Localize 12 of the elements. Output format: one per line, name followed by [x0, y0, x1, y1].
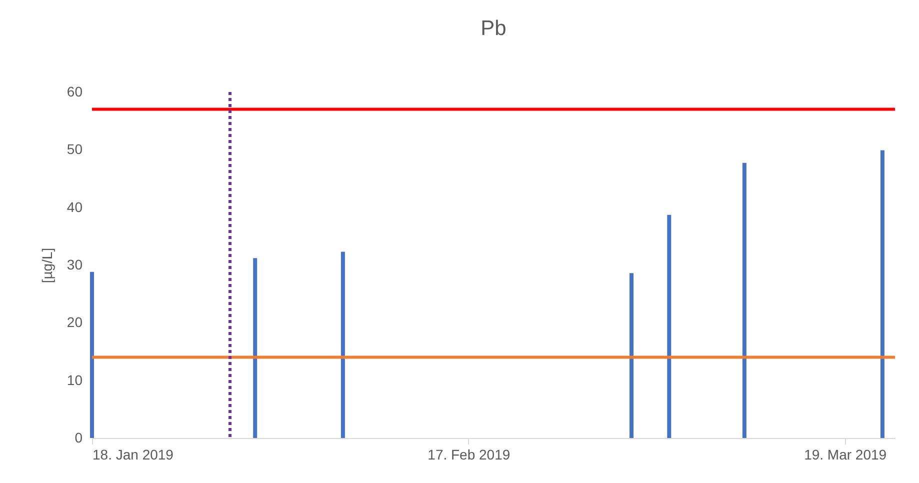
y-axis-title: [µg/L] [38, 248, 55, 284]
y-tick-label: 60 [66, 84, 83, 100]
y-tick-label: 30 [66, 256, 83, 272]
x-tick-label: 19. Mar 2019 [804, 446, 887, 462]
x-tick-label: 18. Jan 2019 [92, 446, 174, 462]
chart-title: Pb [480, 17, 506, 40]
x-tick-label: 17. Feb 2019 [428, 446, 510, 462]
y-tick-label: 20 [66, 314, 83, 330]
y-tick-label: 40 [66, 198, 83, 215]
y-tick-label: 0 [74, 430, 83, 446]
y-tick-label: 10 [66, 372, 83, 388]
y-tick-label: 50 [66, 141, 83, 158]
